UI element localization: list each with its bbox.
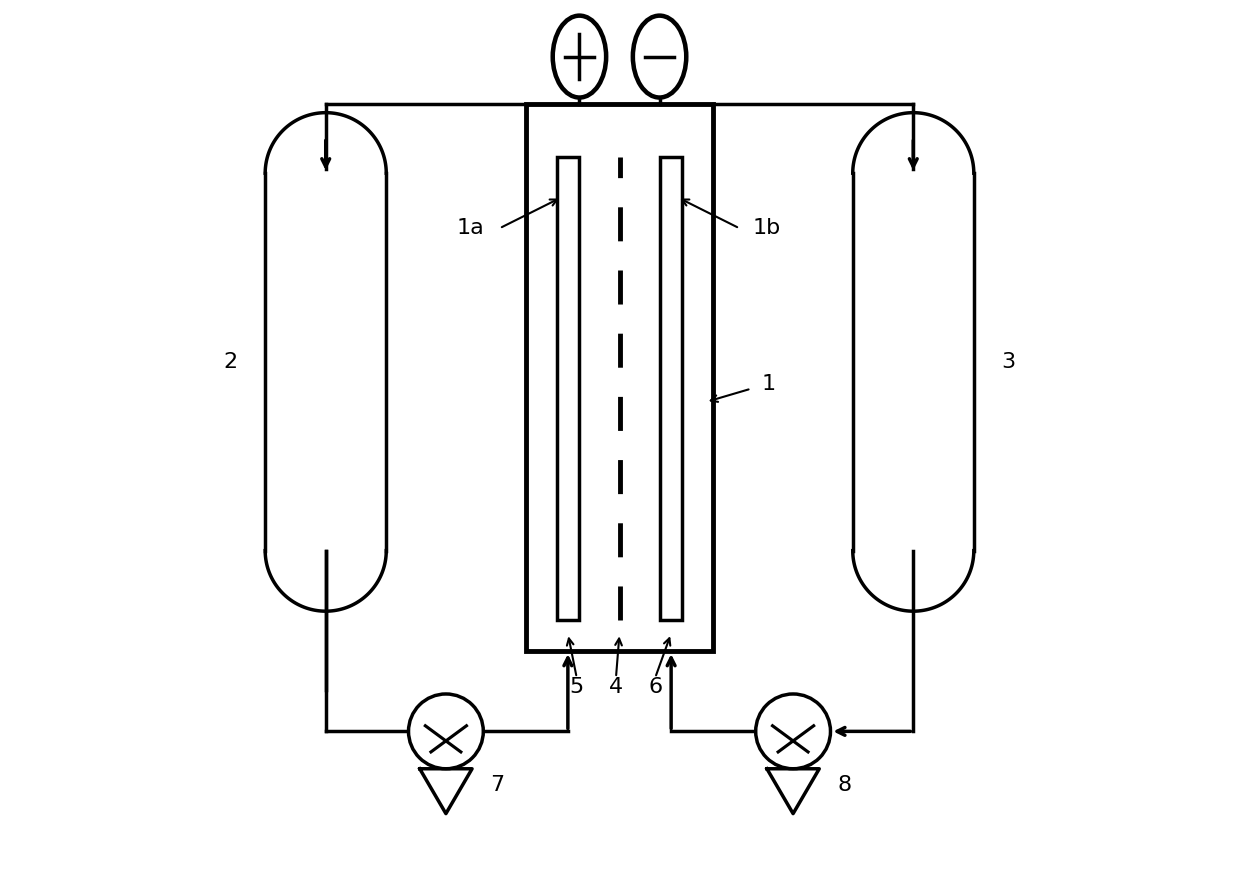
Text: 6: 6 bbox=[648, 677, 662, 697]
Text: 8: 8 bbox=[838, 775, 851, 795]
Ellipse shape bbox=[633, 16, 686, 97]
Ellipse shape bbox=[553, 16, 606, 97]
Text: 7: 7 bbox=[491, 775, 504, 795]
Text: 4: 4 bbox=[608, 677, 623, 697]
Text: 5: 5 bbox=[570, 677, 584, 697]
Bar bbox=[659, 157, 681, 620]
Text: 1: 1 bbox=[762, 374, 776, 394]
Text: 3: 3 bbox=[1001, 352, 1016, 371]
Circle shape bbox=[409, 694, 483, 769]
Bar bbox=[527, 104, 712, 651]
Bar bbox=[558, 157, 580, 620]
Text: 1a: 1a bbox=[456, 219, 484, 238]
Text: 1b: 1b bbox=[753, 219, 782, 238]
Text: 2: 2 bbox=[223, 352, 238, 371]
Circle shape bbox=[756, 694, 830, 769]
